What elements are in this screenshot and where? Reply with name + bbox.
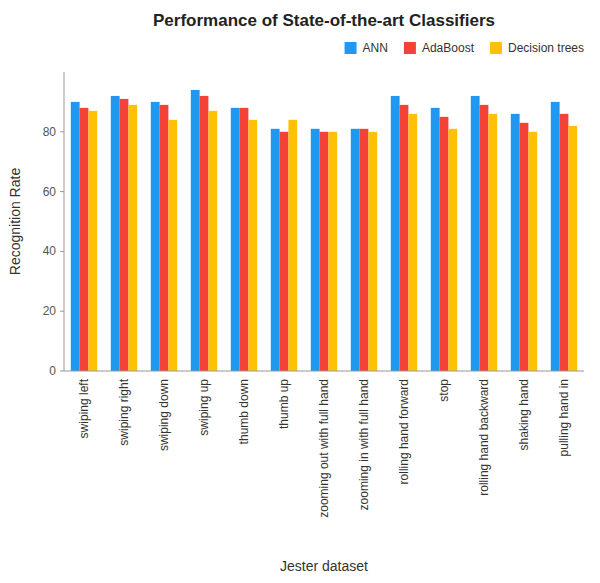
y-tick (60, 251, 64, 252)
legend-label: ANN (363, 41, 388, 55)
y-tick-label: 0 (49, 364, 56, 378)
x-tick-label: shaking hand (517, 379, 531, 450)
bar (560, 114, 569, 371)
bar (120, 99, 129, 371)
y-tick (60, 371, 64, 372)
x-tick-label: zooming out with full hand (317, 379, 331, 518)
bar (431, 108, 440, 371)
bar (128, 105, 137, 371)
y-axis-label: Recognition Rate (7, 168, 23, 276)
bar (88, 111, 97, 371)
bar (488, 114, 497, 371)
bar (551, 102, 560, 371)
bar (408, 114, 417, 371)
bar (400, 105, 409, 371)
x-tick-label: thumb down (237, 379, 251, 444)
bar (391, 96, 400, 371)
legend-swatch (490, 42, 502, 54)
bar (351, 129, 360, 371)
bar (271, 129, 280, 371)
bar (168, 120, 177, 371)
y-axis-line (64, 72, 65, 371)
bar (111, 96, 120, 371)
x-axis-label: Jester dataset (280, 558, 368, 574)
x-tick-label: zooming in with full hand (357, 379, 371, 510)
legend-item: AdaBoost (404, 41, 475, 55)
bar (448, 129, 457, 371)
x-tick-label: swiping left (77, 378, 91, 438)
x-tick-label: rolling hand forward (397, 379, 411, 484)
x-tick-label: stop (437, 379, 451, 402)
bar (568, 126, 577, 371)
bar (151, 102, 160, 371)
bar (360, 129, 369, 371)
bar (80, 108, 89, 371)
y-tick-label: 80 (43, 125, 57, 139)
bar (231, 108, 240, 371)
bar (71, 102, 80, 371)
legend-item: Decision trees (490, 41, 584, 55)
x-tick-label: swiping right (117, 378, 131, 445)
y-tick-label: 40 (43, 244, 57, 258)
bar (368, 132, 377, 371)
bar (471, 96, 480, 371)
x-tick-label: thumb up (277, 379, 291, 429)
y-tick-label: 20 (43, 304, 57, 318)
bar (511, 114, 520, 371)
legend-label: AdaBoost (422, 41, 475, 55)
bar (200, 96, 209, 371)
x-axis-line (64, 371, 584, 372)
y-tick (60, 311, 64, 312)
bar (288, 120, 297, 371)
bar (311, 129, 320, 371)
legend-swatch (345, 42, 357, 54)
bars (71, 90, 577, 371)
bar (208, 111, 217, 371)
legend-label: Decision trees (508, 41, 584, 55)
bar (160, 105, 169, 371)
y-tick-label: 60 (43, 185, 57, 199)
legend-swatch (404, 42, 416, 54)
bar (520, 123, 529, 371)
bar (528, 132, 537, 371)
title: Performance of State-of-the-art Classifi… (153, 11, 495, 30)
bar (320, 132, 329, 371)
bar (440, 117, 449, 371)
bar (240, 108, 249, 371)
x-tick-label: swiping down (157, 379, 171, 451)
x-tick-label: rolling hand backward (477, 379, 491, 496)
bar (280, 132, 289, 371)
bar (328, 132, 337, 371)
bar (191, 90, 200, 371)
y-tick (60, 131, 64, 132)
x-tick-label: pulling hand in (557, 379, 571, 456)
x-tick-label: swiping up (197, 379, 211, 436)
bar (480, 105, 489, 371)
legend-item: ANN (345, 41, 388, 55)
y-tick (60, 191, 64, 192)
chart: Performance of State-of-the-art Classifi… (0, 0, 600, 583)
bar (248, 120, 257, 371)
legend: ANN AdaBoost Decision trees (345, 41, 584, 55)
